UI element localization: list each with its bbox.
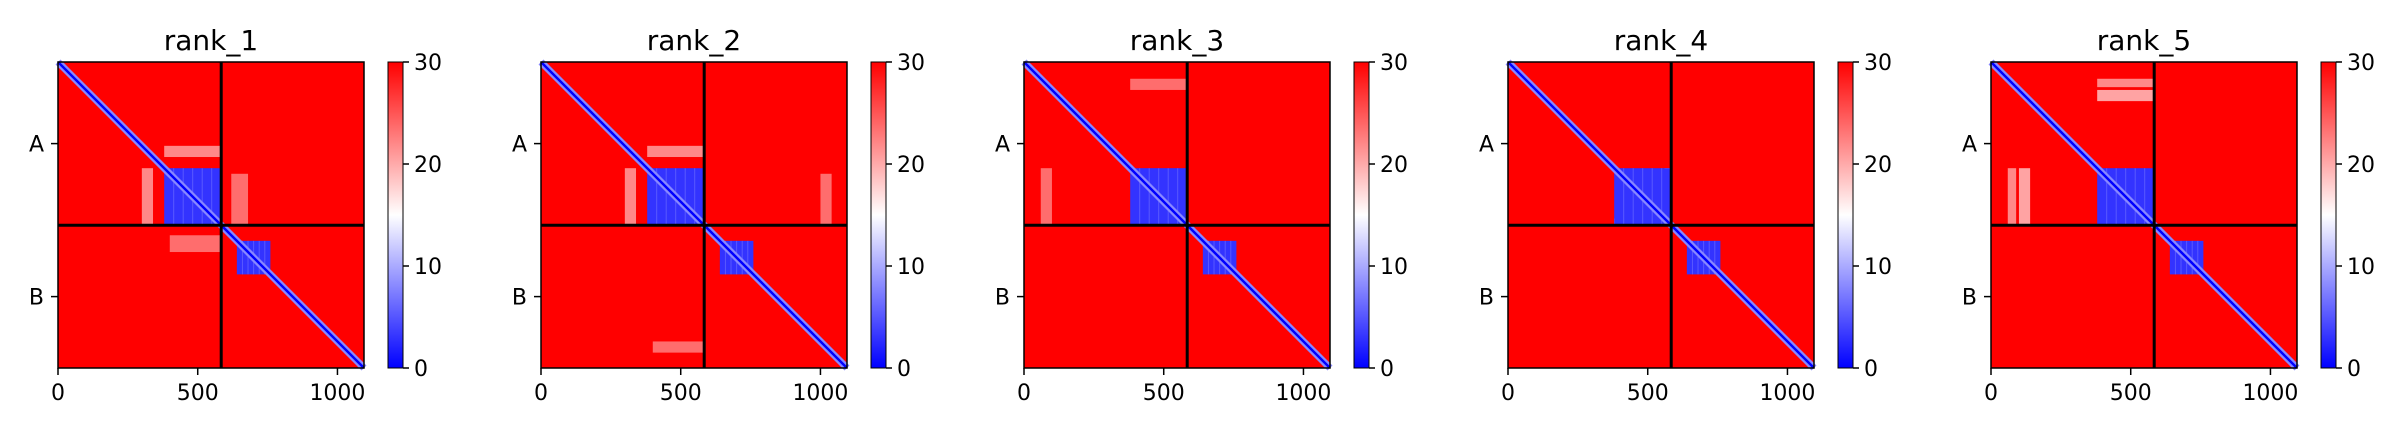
x-tick-label: 0 [1501,381,1515,406]
partial-error-block [1130,78,1188,90]
partial-error-block [231,173,249,225]
plot-frame [540,61,848,369]
x-tick-label: 500 [177,381,219,406]
colorbar-tick-label: 30 [2347,51,2375,76]
diagonal-line [57,61,365,369]
pae-panel-2: rank_2 A B 0 500 1000 0 10 20 30 [512,24,925,406]
colorbar [1353,61,1370,369]
plot-frame [1507,61,1815,369]
diagonal-line [1023,61,1331,369]
colorbar [870,61,887,369]
colorbar-tick-label: 0 [897,357,911,382]
x-tick-label: 1000 [792,381,848,406]
chain-label: B [1962,286,1977,311]
colorbar-tick-label: 20 [2347,153,2375,178]
partial-error-block [2018,168,2031,226]
partial-error-block [164,145,222,158]
panel-title: rank_4 [1614,24,1708,57]
panel-title: rank_3 [1130,24,1224,57]
partial-error-block [141,168,154,226]
partial-error-block [820,173,832,225]
colorbar-tick-label: 0 [414,357,428,382]
partial-error-block [647,145,705,158]
plot-frame [1990,61,2298,369]
colorbar-tick-label: 0 [1380,357,1394,382]
chain-label: B [29,286,44,311]
partial-error-block [2007,168,2017,225]
diagonal-line [1990,61,2298,369]
colorbar [2320,61,2337,369]
colorbar-tick-label: 30 [1380,51,1408,76]
x-tick-label: 1000 [1759,381,1815,406]
plot-frame [1023,61,1331,369]
x-tick-label: 1000 [1275,381,1331,406]
colorbar-tick-label: 20 [1864,153,1892,178]
colorbar-tick-label: 20 [1380,153,1408,178]
x-tick-label: 0 [1984,381,1998,406]
x-tick-label: 500 [1627,381,1669,406]
panel-title: rank_2 [647,24,741,57]
colorbar-tick-label: 10 [414,255,442,280]
x-tick-label: 500 [660,381,702,406]
partial-error-block [624,168,637,226]
colorbar-tick-label: 10 [897,255,925,280]
x-tick-label: 500 [2110,381,2152,406]
partial-error-block [2097,78,2154,88]
pae-panel-4: rank_4 A B 0 500 1000 0 10 20 30 [1479,24,1892,406]
panel-title: rank_1 [164,24,258,57]
partial-error-block [169,235,221,253]
colorbar-tick-label: 20 [414,153,442,178]
diagonal-line [1507,61,1815,369]
diagonal-line [540,61,848,369]
chain-label: A [995,133,1010,158]
colorbar-tick-label: 20 [897,153,925,178]
x-tick-label: 1000 [2242,381,2298,406]
colorbar-tick-label: 30 [897,51,925,76]
colorbar-tick-label: 10 [2347,255,2375,280]
x-tick-label: 0 [1017,381,1031,406]
x-tick-label: 500 [1143,381,1185,406]
colorbar [387,61,404,369]
x-tick-label: 0 [534,381,548,406]
pae-panel-3: rank_3 A B 0 500 1000 0 10 20 30 [995,24,1408,406]
colorbar-tick-label: 30 [414,51,442,76]
colorbar-tick-label: 10 [1864,255,1892,280]
partial-error-block [2097,89,2155,102]
partial-error-block [652,341,704,353]
pae-panel-5: rank_5 A B 0 500 1000 0 10 20 30 [1962,24,2375,406]
pae-panel-1: rank_1 A B 0 500 1000 0 10 20 30 [29,24,442,406]
chain-label: A [29,133,44,158]
chain-label: A [1479,133,1494,158]
chain-label: A [512,133,527,158]
colorbar-tick-label: 0 [1864,357,1878,382]
chain-label: B [512,286,527,311]
chain-label: A [1962,133,1977,158]
partial-error-block [1040,168,1052,226]
x-tick-label: 0 [51,381,65,406]
panel-title: rank_5 [2097,24,2191,57]
chain-label: B [995,286,1010,311]
colorbar-tick-label: 10 [1380,255,1408,280]
colorbar-tick-label: 30 [1864,51,1892,76]
chain-label: B [1479,286,1494,311]
colorbar [1837,61,1854,369]
plot-frame [57,61,365,369]
x-tick-label: 1000 [309,381,365,406]
colorbar-tick-label: 0 [2347,357,2361,382]
